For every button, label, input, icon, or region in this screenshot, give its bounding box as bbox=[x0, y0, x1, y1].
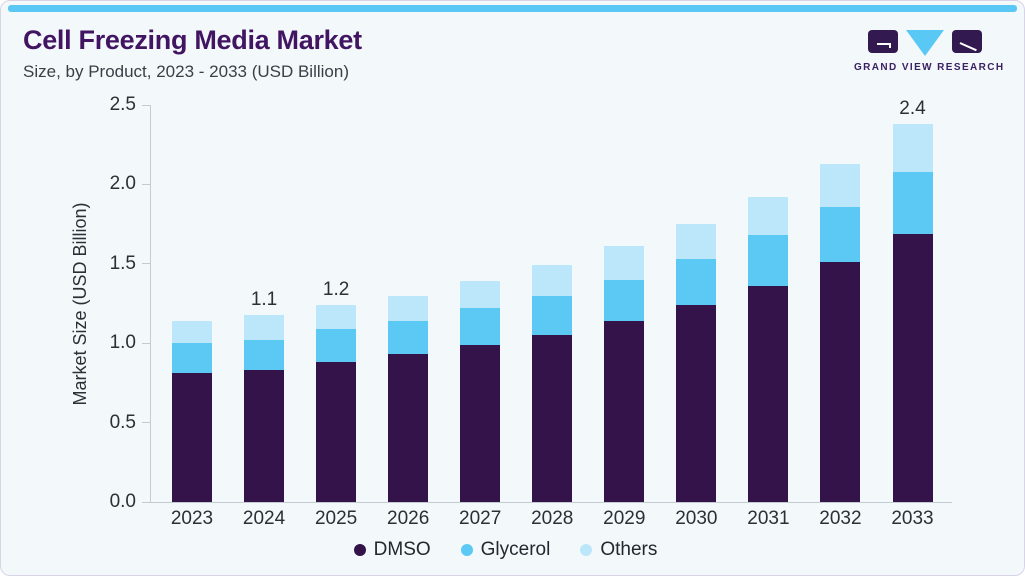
bar-value-label-2033: 2.4 bbox=[899, 98, 926, 120]
grand-view-research-logo: GRAND VIEW RESEARCH bbox=[854, 30, 1005, 73]
y-tick-mark-0.0 bbox=[142, 501, 150, 503]
x-tick-label-2024: 2024 bbox=[242, 508, 286, 529]
legend-dot-glycerol-icon bbox=[460, 544, 473, 556]
chart-header: Cell Freezing Media Market Size, by Prod… bbox=[23, 25, 362, 82]
bar-segment-dmso-2031 bbox=[748, 286, 789, 502]
x-tick-label-2033: 2033 bbox=[891, 508, 934, 529]
legend-dot-dmso-icon bbox=[353, 544, 366, 556]
bar-segment-others-2027 bbox=[460, 281, 501, 309]
legend-item-glycerol: Glycerol bbox=[460, 539, 551, 561]
logo-glyphs bbox=[854, 30, 996, 56]
y-tick-label-1.5: 1.5 bbox=[109, 252, 136, 274]
legend-label-others: Others bbox=[600, 539, 658, 560]
bar-segment-others-2026 bbox=[388, 295, 429, 321]
bar-segment-glycerol-2027 bbox=[460, 308, 501, 345]
bar-segment-dmso-2025 bbox=[316, 362, 357, 502]
bar-segment-others-2031 bbox=[748, 197, 789, 236]
bar-segment-glycerol-2023 bbox=[172, 343, 212, 374]
x-tick-label-2032: 2032 bbox=[819, 508, 862, 529]
x-tick-label-2027: 2027 bbox=[459, 508, 502, 529]
bar-segment-glycerol-2024 bbox=[244, 340, 285, 371]
y-tick-label-1.0: 1.0 bbox=[109, 332, 136, 354]
bar-value-label-2025: 1.2 bbox=[322, 279, 350, 301]
bar-segment-others-2030 bbox=[676, 224, 717, 260]
bar-segment-dmso-2023 bbox=[172, 373, 212, 502]
bar-segment-glycerol-2025 bbox=[316, 328, 357, 363]
y-axis-spine bbox=[150, 105, 151, 502]
x-tick-label-2031: 2031 bbox=[747, 508, 790, 529]
bar-segment-others-2028 bbox=[532, 265, 573, 296]
bar-segment-dmso-2029 bbox=[604, 320, 645, 502]
bar-segment-glycerol-2031 bbox=[748, 235, 789, 287]
legend-label-glycerol: Glycerol bbox=[480, 539, 551, 560]
bar-segment-dmso-2027 bbox=[460, 344, 501, 502]
x-tick-label-2023: 2023 bbox=[170, 508, 214, 529]
x-tick-label-2026: 2026 bbox=[387, 508, 430, 529]
legend-item-dmso: DMSO bbox=[353, 539, 431, 561]
page-subtitle: Size, by Product, 2023 - 2033 (USD Billi… bbox=[23, 62, 349, 81]
bar-segment-glycerol-2028 bbox=[532, 295, 573, 336]
y-tick-label-0.0: 0.0 bbox=[109, 491, 136, 512]
logo-r-block-icon bbox=[952, 30, 982, 53]
chart-legend: DMSO Glycerol Others bbox=[1, 538, 1010, 562]
bar-segment-others-2023 bbox=[172, 320, 212, 344]
bar-segment-dmso-2028 bbox=[532, 335, 573, 502]
bar-segment-glycerol-2029 bbox=[604, 279, 645, 321]
bar-segment-dmso-2030 bbox=[676, 305, 717, 502]
x-tick-label-2030: 2030 bbox=[675, 508, 718, 529]
bar-segment-others-2029 bbox=[604, 246, 645, 280]
bar-segment-glycerol-2032 bbox=[820, 206, 861, 263]
legend-label-dmso: DMSO bbox=[373, 539, 431, 560]
y-tick-mark-2.0 bbox=[142, 183, 150, 185]
y-tick-mark-1.0 bbox=[142, 342, 150, 344]
bar-segment-glycerol-2026 bbox=[388, 320, 429, 355]
x-axis-spine bbox=[150, 502, 952, 503]
bar-segment-others-2025 bbox=[316, 305, 357, 329]
y-tick-label-2.5: 2.5 bbox=[109, 94, 136, 115]
bar-segment-glycerol-2030 bbox=[676, 259, 717, 306]
bar-segment-others-2032 bbox=[820, 163, 861, 207]
bar-segment-dmso-2024 bbox=[244, 370, 285, 502]
logo-v-triangle-icon bbox=[906, 30, 944, 56]
top-accent-bar bbox=[8, 5, 1017, 12]
legend-item-others: Others bbox=[580, 539, 657, 561]
y-tick-mark-0.5 bbox=[142, 422, 150, 424]
bar-segment-dmso-2032 bbox=[820, 262, 861, 502]
y-tick-mark-2.5 bbox=[142, 104, 150, 106]
bar-segment-glycerol-2033 bbox=[892, 171, 933, 234]
y-tick-label-2.0: 2.0 bbox=[109, 173, 136, 195]
bar-segment-dmso-2026 bbox=[388, 354, 429, 502]
x-tick-label-2029: 2029 bbox=[603, 508, 646, 529]
y-tick-mark-1.5 bbox=[142, 263, 150, 265]
logo-g-block-icon bbox=[868, 30, 898, 53]
x-tick-label-2028: 2028 bbox=[531, 508, 574, 529]
logo-wordmark: GRAND VIEW RESEARCH bbox=[854, 62, 1005, 73]
bar-segment-dmso-2033 bbox=[892, 233, 933, 502]
bar-segment-others-2024 bbox=[244, 314, 285, 341]
page-title: Cell Freezing Media Market bbox=[23, 25, 362, 55]
bar-value-label-2024: 1.1 bbox=[250, 288, 278, 310]
y-tick-label-0.5: 0.5 bbox=[109, 411, 136, 433]
legend-dot-others-icon bbox=[580, 544, 593, 556]
bar-segment-others-2033 bbox=[892, 124, 933, 172]
x-tick-label-2025: 2025 bbox=[314, 508, 358, 529]
